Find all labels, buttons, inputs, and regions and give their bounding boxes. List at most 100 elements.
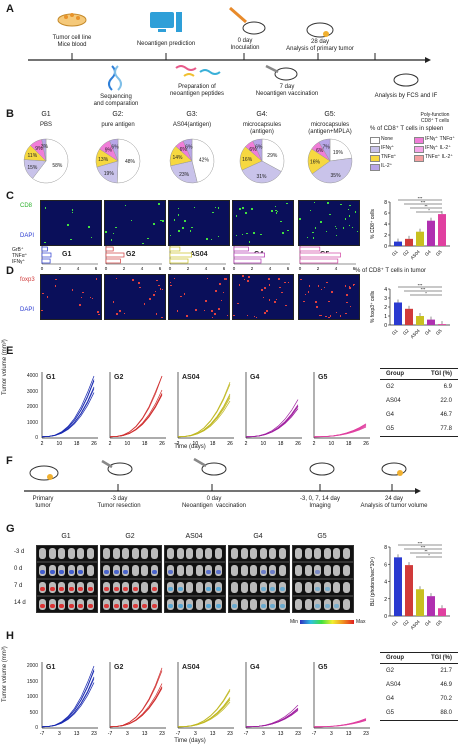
growth-curve-line — [109, 667, 163, 728]
legend-swatch — [370, 146, 380, 153]
step-f-1: Primary tumor — [32, 496, 54, 509]
bli-group-label: G1 — [61, 533, 71, 540]
cell-dot — [153, 294, 155, 296]
bar-d-title: % of CD8⁺ T cells in tumor — [355, 268, 426, 274]
bli-signal — [113, 570, 119, 574]
bar-category-label: G4 — [424, 328, 432, 336]
bli-day-label: -3 d — [14, 549, 25, 555]
cell-dot — [344, 285, 347, 287]
bar-y-tick-label: 4 — [384, 287, 387, 293]
pie-chart: 29% 31% 16% 6%6% — [239, 138, 285, 184]
hbar-tick-label: 4 — [141, 266, 144, 271]
significance-label: * — [428, 208, 430, 213]
cell-dot — [105, 231, 107, 233]
resection-mouse-icon — [107, 462, 133, 476]
growth-curve-panel: -7 3 13 23 — [244, 662, 302, 737]
hbar-tick-label: 2 — [187, 266, 190, 271]
cell-dot — [123, 312, 126, 315]
bli-signal — [270, 570, 275, 574]
cell-dot — [203, 309, 206, 312]
bli-mouse — [314, 565, 321, 576]
cell-dot — [313, 201, 316, 204]
bli-image — [100, 579, 162, 596]
bli-signal — [59, 570, 64, 574]
bli-mouse — [186, 565, 193, 576]
cell-dot — [285, 304, 287, 307]
bar — [405, 308, 413, 325]
bli-mouse — [141, 582, 148, 593]
bli-mouse — [77, 548, 84, 559]
tgi-table-cell: AS04 — [386, 398, 401, 404]
bli-signal — [68, 570, 74, 574]
bar-y-tick-label: 6 — [384, 211, 387, 217]
cell-dot — [280, 220, 282, 223]
pie-slice-label: 31% — [256, 174, 267, 180]
bli-mouse — [176, 548, 184, 559]
bli-mouse — [131, 548, 139, 559]
tgi-header-cell: Group — [386, 655, 404, 661]
growth-x-tick-label: 18 — [278, 441, 284, 447]
cell-dot — [262, 296, 265, 299]
cell-dot — [268, 278, 270, 280]
cell-dot — [138, 282, 140, 284]
significance-label: ** — [424, 549, 428, 554]
bar-category-label: AS04 — [409, 619, 421, 631]
tgi-table-cell: 22.0 — [440, 398, 452, 404]
hbar-tick-label: 0 — [233, 266, 236, 271]
pie-group-desc: PBS — [39, 122, 52, 128]
cytokine-hbar: 0 2 4 6 — [299, 245, 356, 271]
panel-f-timeline — [24, 457, 421, 494]
bli-image — [36, 579, 98, 596]
cell-dot — [342, 227, 345, 229]
growth-x-tick-label: 23 — [159, 731, 165, 737]
cell-dot — [353, 283, 355, 286]
bli-mouse — [295, 599, 302, 610]
legend-label: IL-2⁺ — [381, 163, 393, 169]
growth-x-tick-label: 3 — [58, 731, 61, 737]
cytokine-bar — [105, 252, 125, 258]
cell-dot — [97, 311, 99, 313]
bli-mouse — [278, 565, 286, 576]
bar-category-label: AS04 — [409, 249, 421, 261]
bli-mouse — [39, 548, 46, 559]
cytokine-bar — [105, 258, 121, 264]
hbar-tick-label: 4 — [205, 266, 208, 271]
growth-x-tick-label: 2 — [41, 441, 44, 447]
bli-image — [164, 596, 226, 613]
pie-chart: 48% 19% 13% 9%6% — [95, 138, 141, 184]
cell-dot — [139, 286, 141, 289]
cell-dot — [210, 238, 213, 241]
cell-dot — [253, 315, 256, 318]
pie-slice-label: 29% — [267, 153, 278, 159]
cell-dot — [195, 309, 197, 311]
growth-x-tick-label: 13 — [346, 731, 352, 737]
bli-image — [228, 545, 290, 562]
growth-x-tick-label: 26 — [295, 441, 301, 447]
bli-image — [164, 545, 226, 562]
bar-y-tick-label: 0 — [384, 323, 387, 329]
cytokine-bar — [41, 258, 51, 264]
cell-dot — [44, 241, 46, 244]
hbar-tick-label: 0 — [299, 266, 302, 271]
cell-dot — [177, 214, 180, 216]
panel-letter-c: C — [6, 190, 14, 202]
cell-dot — [82, 291, 84, 294]
bli-mouse — [250, 565, 257, 576]
bli-mouse — [86, 548, 94, 559]
significance-label: *** — [418, 283, 423, 288]
pie-slice-label: 16% — [310, 159, 321, 165]
cell-dot — [243, 278, 246, 281]
cell-dot — [155, 313, 157, 315]
panel-letter-b: B — [6, 108, 14, 120]
bar-y-tick-label: 0 — [384, 614, 387, 620]
pie-slice — [182, 138, 193, 162]
cell-dot — [116, 313, 118, 315]
cell-dot — [308, 285, 311, 287]
bar-y-tick-label: 2 — [384, 233, 387, 239]
cell-dot — [260, 233, 262, 236]
bli-mouse — [304, 582, 312, 593]
hbar-tick-label: 6 — [287, 266, 290, 271]
cell-dot — [261, 289, 263, 291]
cell-dot — [248, 276, 250, 278]
